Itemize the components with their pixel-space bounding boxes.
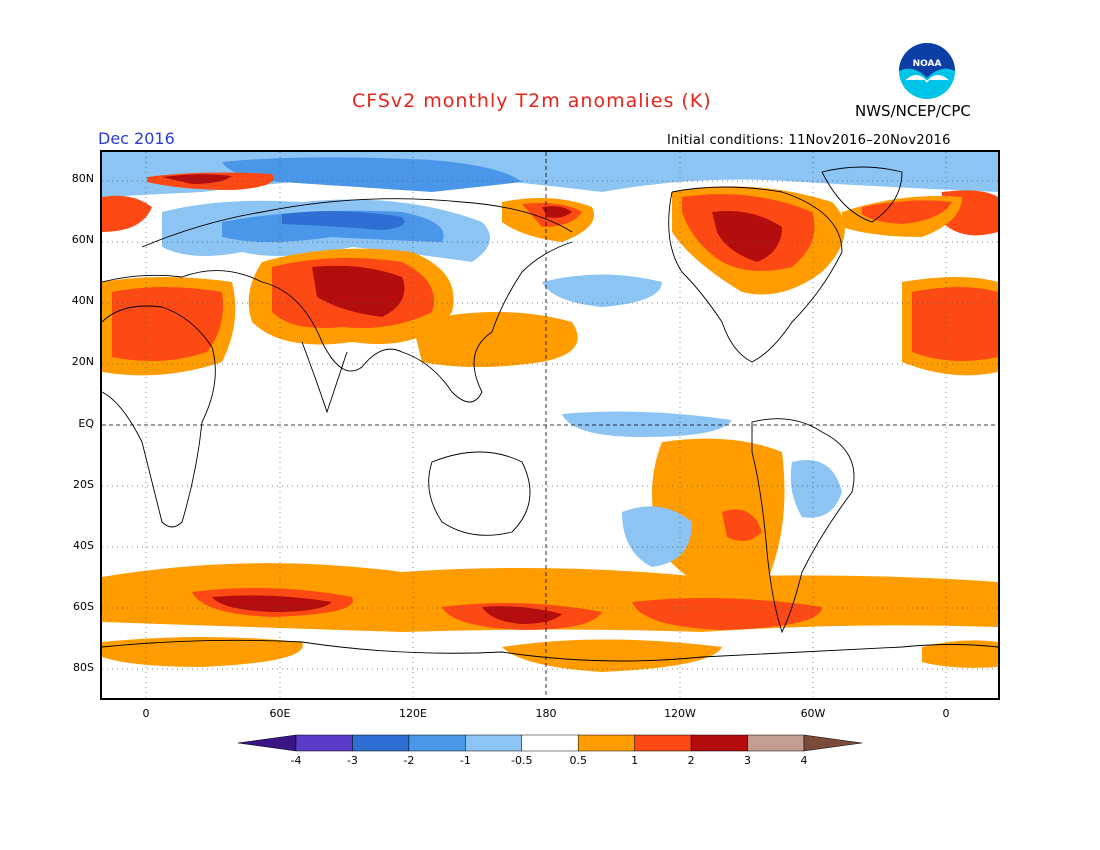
lat-label-eq: EQ <box>78 417 94 430</box>
colorbar <box>237 732 863 754</box>
lon-label-60w: 60W <box>800 707 826 720</box>
anomaly-map <box>100 150 1000 700</box>
logo-text: NOAA <box>913 59 942 69</box>
colorbar-swatch <box>747 734 805 752</box>
agency-label: NWS/NCEP/CPC <box>855 102 971 120</box>
lon-label-0-left: 0 <box>142 707 150 720</box>
lat-label-40n: 40N <box>71 294 94 307</box>
lat-label-60s: 60S <box>73 600 94 613</box>
lon-label-60e: 60E <box>269 707 291 720</box>
noaa-logo: NOAA <box>896 42 958 100</box>
colorbar-swatch <box>521 734 579 752</box>
colorbar-label: -3 <box>346 754 358 767</box>
initial-conditions: Initial conditions: 11Nov2016–20Nov2016 <box>667 133 951 148</box>
lat-label-20n: 20N <box>71 355 94 368</box>
colorbar-swatch <box>352 734 410 752</box>
lat-label-80n: 80N <box>71 172 94 185</box>
lon-label-120w: 120W <box>664 707 696 720</box>
reference-lines <box>102 152 998 698</box>
colorbar-label: 2 <box>687 754 695 767</box>
lon-label-120e: 120E <box>399 707 427 720</box>
colorbar-swatch <box>634 734 692 752</box>
colorbar-label: -0.5 <box>511 754 533 767</box>
colorbar-label: 1 <box>631 754 639 767</box>
lat-label-40s: 40S <box>73 539 94 552</box>
colorbar-label: -4 <box>290 754 302 767</box>
graticule <box>102 152 998 698</box>
colorbar-swatch <box>465 734 523 752</box>
colorbar-swatch <box>690 734 748 752</box>
colorbar-min-arrow <box>237 734 297 752</box>
colorbar-label: 0.5 <box>569 754 587 767</box>
chart-title: CFSv2 monthly T2m anomalies (K) <box>352 90 712 112</box>
colorbar-label: -2 <box>403 754 415 767</box>
lon-label-0-right: 0 <box>942 707 950 720</box>
lat-label-60n: 60N <box>71 233 94 246</box>
lat-label-80s: 80S <box>73 661 94 674</box>
coastlines <box>102 166 998 662</box>
lat-label-20s: 20S <box>73 478 94 491</box>
colorbar-label: -1 <box>459 754 471 767</box>
colorbar-label: 4 <box>800 754 808 767</box>
lon-label-180: 180 <box>535 707 557 720</box>
colorbar-swatch <box>408 734 466 752</box>
forecast-month: Dec 2016 <box>98 129 175 148</box>
anomaly-fields <box>102 152 998 672</box>
colorbar-max-arrow <box>803 734 863 752</box>
colorbar-swatch <box>295 734 353 752</box>
colorbar-label: 3 <box>744 754 752 767</box>
colorbar-swatch <box>577 734 635 752</box>
